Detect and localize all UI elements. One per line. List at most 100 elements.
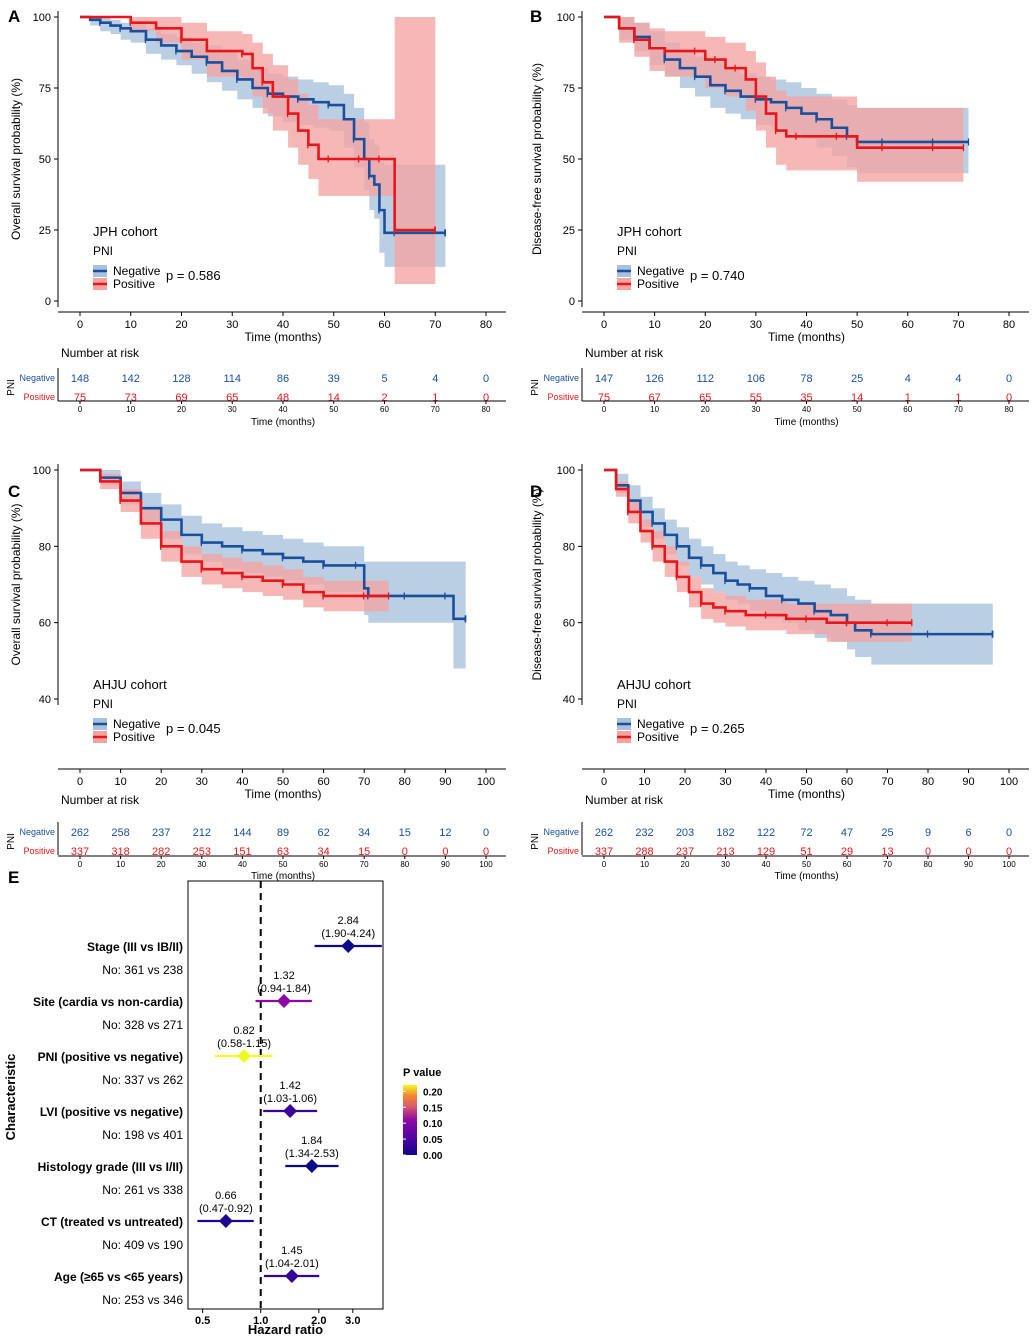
risk-count: 47	[841, 827, 853, 839]
x-tick-label: 0	[601, 776, 607, 788]
x-tick-label: 3.0	[345, 1315, 360, 1327]
risk-x-tick-label: 20	[157, 860, 166, 869]
risk-row-label: Positive	[547, 846, 579, 856]
legend-title: PNI	[93, 244, 113, 258]
survival-line-positive	[80, 15, 436, 232]
risk-count: 12	[439, 827, 451, 839]
risk-x-tick-label: 30	[751, 405, 760, 414]
risk-x-tick-label: 20	[701, 405, 710, 414]
x-tick-label: 0	[601, 319, 607, 331]
hr-diamond	[283, 1104, 298, 1118]
risk-x-tick-label: 100	[1002, 860, 1016, 869]
hr-value-label: 2.84	[338, 915, 359, 927]
x-tick-label: 20	[699, 319, 711, 331]
x-tick-label: 100	[477, 776, 495, 788]
risk-count: 262	[595, 827, 613, 839]
x-tick-label: 50	[328, 319, 340, 331]
risk-x-tick-label: 90	[441, 860, 450, 869]
x-tick-label: 40	[236, 776, 248, 788]
y-tick-label: 100	[33, 12, 51, 24]
x-tick-label: 100	[1000, 776, 1018, 788]
risk-x-tick-label: 80	[482, 405, 491, 414]
risk-x-tick-label: 0	[78, 860, 83, 869]
legend-label-negative: Negative	[637, 264, 685, 278]
risk-x-axis-label: Time (months)	[774, 417, 838, 428]
cohort-label: JPH cohort	[617, 224, 682, 239]
y-axis-label: Overall survival probability (%)	[9, 78, 23, 240]
risk-x-tick-label: 60	[843, 860, 852, 869]
risk-count: 0	[1006, 827, 1012, 839]
cohort-label: JPH cohort	[93, 224, 158, 239]
y-tick-label: 0	[45, 296, 51, 308]
risk-x-tick-label: 80	[924, 860, 933, 869]
colorbar-title: P value	[403, 1067, 441, 1079]
panel-letter: B	[530, 7, 542, 26]
risk-count: 0	[965, 846, 971, 858]
hr-diamond	[276, 994, 291, 1008]
risk-group-label: PNI	[6, 833, 17, 850]
sample-size-label: No: 328 vs 271	[102, 1018, 183, 1032]
characteristic-label: Site (cardia vs non-cardia)	[33, 995, 183, 1009]
x-tick-label: 80	[480, 319, 492, 331]
hr-value-label: 1.84	[301, 1135, 322, 1147]
risk-row-label: Positive	[547, 392, 579, 402]
x-tick-label: 50	[851, 319, 863, 331]
legend-title: PNI	[617, 244, 637, 258]
risk-count: 337	[595, 846, 613, 858]
survival-line-positive	[604, 15, 964, 149]
x-tick-label: 10	[114, 776, 126, 788]
y-axis-label: Characteristic	[3, 1054, 18, 1141]
ci-value-label: (1.34-2.53)	[285, 1148, 339, 1160]
risk-table-title: Number at risk	[585, 793, 664, 807]
characteristic-label: Histology grade (III vs I/II)	[38, 1160, 183, 1174]
colorbar-tick-label: 0.10	[423, 1119, 443, 1130]
risk-count: 148	[71, 373, 89, 385]
y-tick-label: 100	[33, 465, 51, 477]
risk-count: 72	[800, 827, 812, 839]
characteristic-label: Age (≥65 vs <65 years)	[54, 1270, 183, 1284]
risk-count: 63	[277, 846, 289, 858]
ci-value-label: (0.94-1.84)	[257, 983, 311, 995]
risk-x-tick-label: 0	[602, 405, 607, 414]
risk-x-axis-label: Time (months)	[251, 417, 315, 428]
risk-count: 262	[71, 827, 89, 839]
risk-count: 237	[152, 827, 170, 839]
risk-count: 4	[955, 373, 961, 385]
risk-count: 4	[432, 373, 438, 385]
risk-count: 15	[399, 827, 411, 839]
risk-count: 29	[841, 846, 853, 858]
x-tick-label: 70	[429, 319, 441, 331]
cohort-label: AHJU cohort	[93, 677, 167, 692]
risk-count: 106	[747, 373, 765, 385]
x-axis-label: Time (months)	[768, 787, 845, 801]
characteristic-label: CT (treated vs untreated)	[41, 1215, 183, 1229]
p-value: p = 0.265	[690, 721, 745, 736]
risk-x-tick-label: 50	[802, 860, 811, 869]
risk-count: 0	[483, 846, 489, 858]
y-axis-label: Disease-free survival probability (%)	[530, 63, 544, 255]
risk-count: 142	[122, 373, 140, 385]
risk-count: 288	[635, 846, 653, 858]
risk-x-tick-label: 70	[431, 405, 440, 414]
x-tick-label: 80	[922, 776, 934, 788]
x-tick-label: 0.5	[195, 1315, 210, 1327]
characteristic-label: PNI (positive vs negative)	[38, 1050, 183, 1064]
y-tick-label: 60	[563, 618, 575, 630]
legend-label-negative: Negative	[637, 717, 685, 731]
x-tick-label: 40	[800, 319, 812, 331]
ci-value-label: (0.47-0.92)	[199, 1203, 253, 1215]
x-tick-label: 10	[638, 776, 650, 788]
ci-value-label: (0.58-1.15)	[217, 1038, 271, 1050]
y-tick-label: 80	[39, 541, 51, 553]
y-tick-label: 0	[569, 296, 575, 308]
x-tick-label: 40	[760, 776, 772, 788]
risk-x-tick-label: 20	[177, 405, 186, 414]
risk-count: 34	[358, 827, 370, 839]
risk-row-label: Negative	[543, 373, 579, 383]
risk-x-tick-label: 40	[802, 405, 811, 414]
y-tick-label: 80	[563, 541, 575, 553]
